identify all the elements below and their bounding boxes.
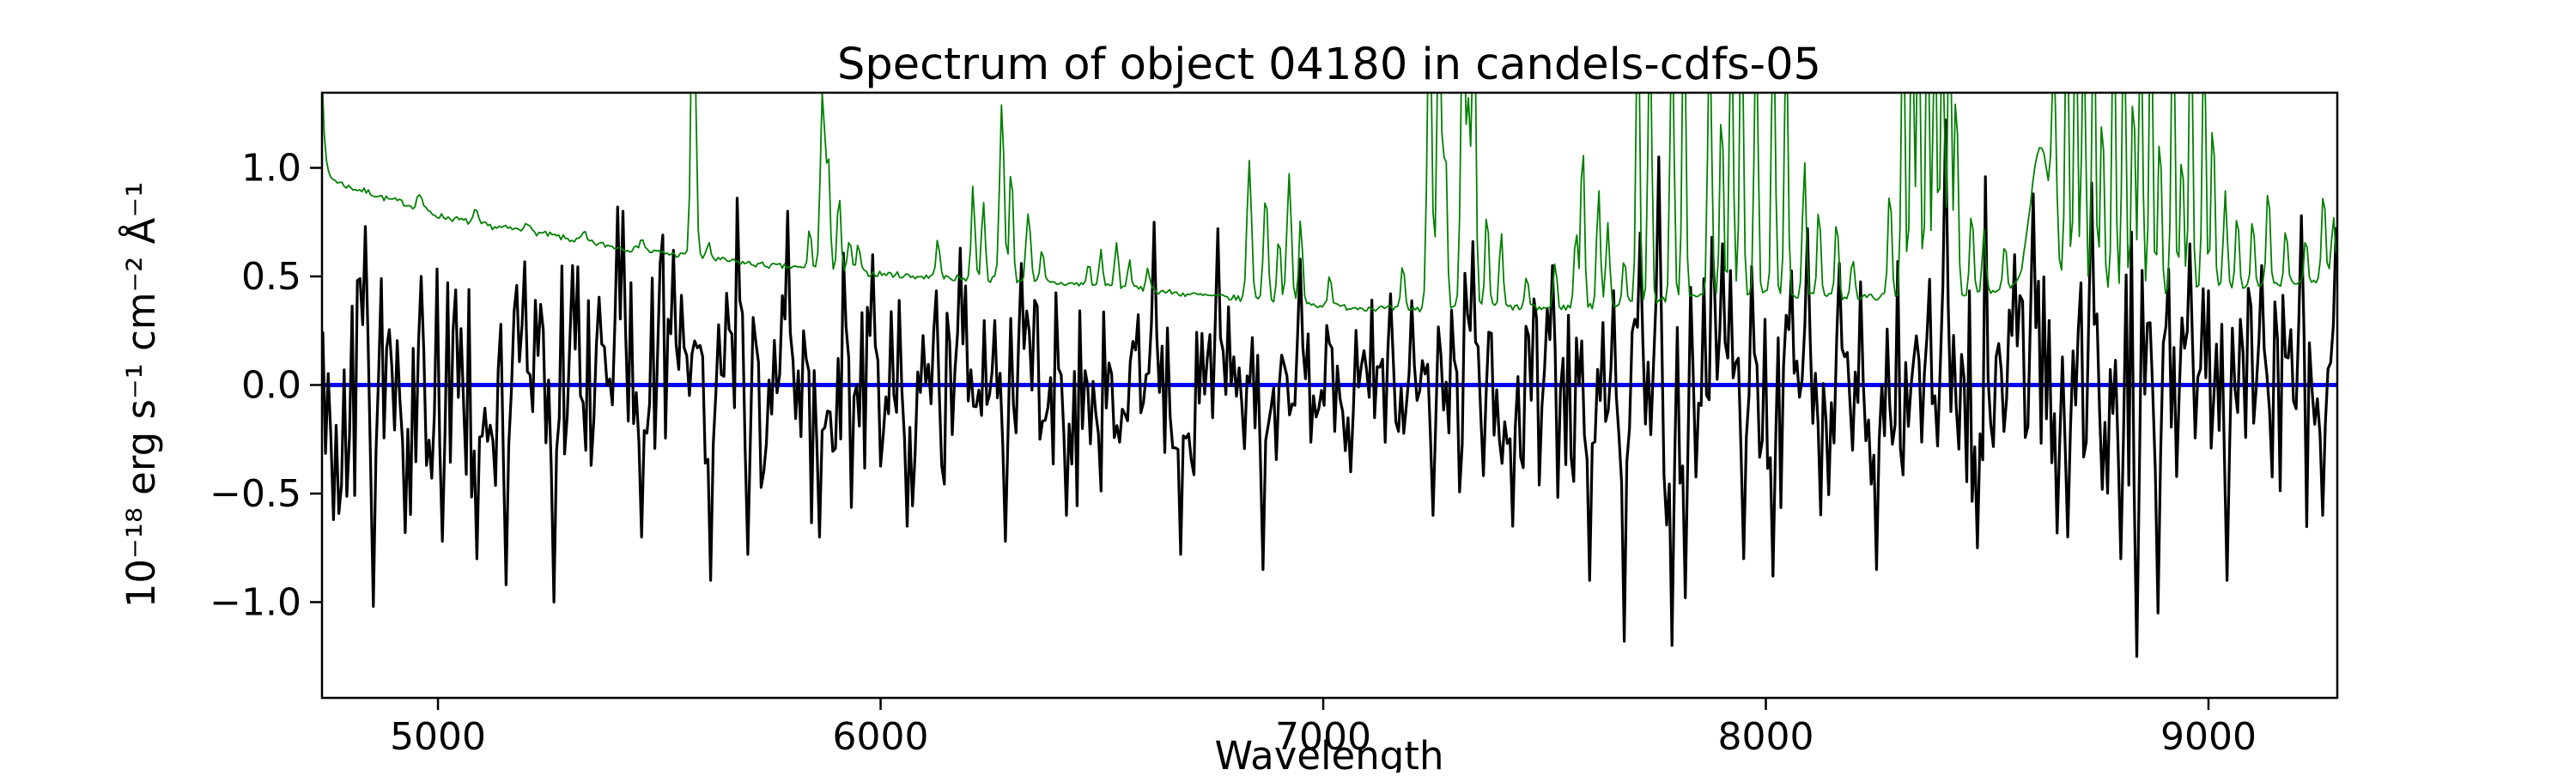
y-tick-label: −1.0: [210, 580, 301, 624]
x-axis-label: Wavelength: [1215, 733, 1444, 773]
x-tick-label: 8000: [1718, 715, 1814, 759]
axes-layer: 5000 6000 7000 8000 9000 1.0 0.5 0.0 −0.5 −1.0: [210, 91, 2339, 759]
chart-title: Spectrum of object 04180 in candels-cdfs…: [837, 39, 1821, 90]
x-tick-label: 5000: [390, 715, 486, 759]
y-axis-label: 10⁻¹⁸ erg s⁻¹ cm⁻² Å⁻¹: [118, 182, 164, 608]
y-tick-label: 0.0: [241, 363, 301, 407]
y-tick-label: 1.0: [241, 147, 301, 191]
flux-line: [322, 118, 2337, 658]
error-line: [322, 93, 2337, 312]
x-tick-label: 7000: [1275, 715, 1371, 759]
series-layer: [322, 93, 2337, 658]
y-tick-label: 0.5: [241, 255, 301, 299]
x-tick-label: 6000: [833, 715, 929, 759]
y-tick-label: −0.5: [210, 472, 301, 516]
plot-border: [320, 91, 2339, 700]
x-tick-label: 9000: [2160, 715, 2257, 759]
